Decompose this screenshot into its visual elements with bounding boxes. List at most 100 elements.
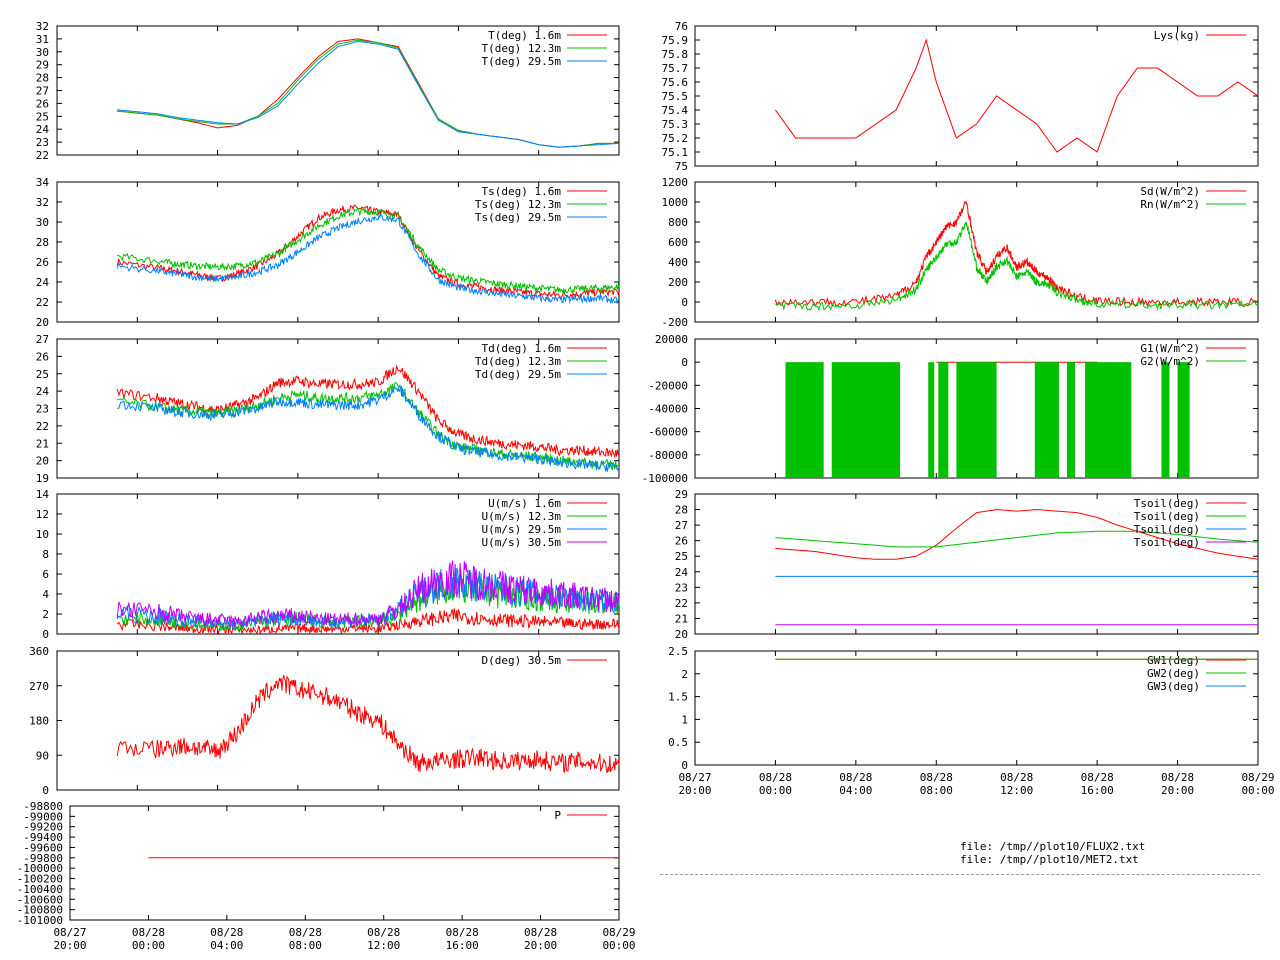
y-tick-label: 1	[681, 713, 688, 726]
y-tick-label: -40000	[648, 403, 688, 416]
y-tick-label: 75	[675, 160, 688, 173]
y-tick-label: 75.4	[662, 104, 689, 117]
legend-label: D(deg) 30.5m	[482, 654, 562, 667]
legend-label: P	[554, 809, 561, 822]
y-tick-label: -100400	[17, 883, 63, 896]
x-tick-label-time: 08:00	[920, 784, 953, 797]
legend-label: U(m/s) 30.5m	[482, 536, 562, 549]
legend-label: Tsoil(deg)	[1134, 523, 1200, 536]
x-tick-label-date: 08/28	[210, 926, 243, 939]
y-tick-label: 32	[36, 196, 49, 209]
y-tick-label: 25	[36, 368, 49, 381]
y-tick-label: 800	[668, 216, 688, 229]
bar-block	[928, 362, 935, 478]
y-tick-label: 27	[675, 519, 688, 532]
y-tick-label: 14	[36, 488, 50, 501]
series-line-red	[116, 608, 620, 636]
y-tick-label: -99400	[23, 831, 63, 844]
y-tick-label: 24	[36, 385, 50, 398]
x-tick-label-time: 04:00	[839, 784, 872, 797]
y-tick-label: -99800	[23, 852, 63, 865]
y-tick-label: 30	[36, 46, 49, 59]
y-tick-label: 12	[36, 508, 49, 521]
y-tick-label: 270	[29, 680, 49, 693]
x-tick-label-date: 08/28	[446, 926, 479, 939]
plot-frame	[56, 181, 620, 323]
plot-frame	[694, 650, 1259, 766]
y-tick-label: 0	[681, 759, 688, 772]
y-tick-label: 31	[36, 33, 49, 46]
y-tick-label: 0	[42, 784, 49, 797]
y-tick-label: -100000	[17, 862, 63, 875]
series-line-blue	[117, 383, 620, 472]
x-tick-label-time: 08:00	[289, 939, 322, 952]
y-tick-label: 24	[36, 276, 50, 289]
x-tick-label-time: 00:00	[132, 939, 165, 952]
legend-label: U(m/s) 29.5m	[482, 523, 562, 536]
plot-frame	[694, 181, 1259, 323]
y-tick-label: 25	[36, 110, 49, 123]
chart-g: -100000 -80000 -60000 -40000 -20000 0 20000 G1(…	[642, 333, 1259, 485]
plot-frame	[56, 493, 620, 635]
bar-block	[956, 362, 997, 478]
x-tick-label-date: 08/28	[289, 926, 322, 939]
y-tick-label: 75.7	[662, 62, 689, 75]
x-tick-label-date: 08/27	[678, 771, 711, 784]
y-tick-label: 180	[29, 715, 49, 728]
y-tick-label: -99000	[23, 810, 63, 823]
x-tick-label-time: 20:00	[678, 784, 711, 797]
x-tick-label-time: 00:00	[1241, 784, 1274, 797]
x-tick-label-date: 08/28	[759, 771, 792, 784]
plot-frame	[694, 493, 1259, 635]
x-tick-label-time: 00:00	[602, 939, 635, 952]
y-tick-label: 20000	[655, 333, 688, 346]
y-tick-label: 23	[675, 581, 688, 594]
legend-label: Rn(W/m^2)	[1140, 198, 1200, 211]
bar-block	[1066, 362, 1076, 478]
y-tick-label: 32	[36, 20, 49, 33]
x-tick-label-date: 08/28	[839, 771, 872, 784]
y-tick-label: 28	[36, 72, 49, 85]
x-tick-label-date: 08/27	[53, 926, 86, 939]
bar-block	[1034, 362, 1059, 478]
plot-frame	[56, 650, 620, 791]
legend-label: Ts(deg) 12.3m	[475, 198, 561, 211]
y-tick-label: -200	[662, 316, 689, 329]
x-tick-label-time: 20:00	[524, 939, 557, 952]
y-tick-label: 22	[36, 296, 49, 309]
legend-label: Lys(kg)	[1154, 29, 1200, 42]
y-tick-label: 0	[681, 356, 688, 369]
x-tick-label-time: 12:00	[367, 939, 400, 952]
y-tick-label: 26	[36, 350, 49, 363]
y-tick-label: 20	[675, 628, 688, 641]
chart-lys: 7575.175.275.375.475.575.675.775.875.976…	[662, 20, 1259, 173]
y-tick-label: 75.6	[662, 76, 689, 89]
series-line-green	[117, 382, 619, 471]
legend-label: Ts(deg) 1.6m	[482, 185, 562, 198]
y-tick-label: 26	[36, 97, 49, 110]
chart-d: 0 90 180 270 360 D(deg) 30.5m	[29, 645, 620, 797]
y-tick-label: -60000	[648, 426, 688, 439]
x-tick-label-date: 08/28	[524, 926, 557, 939]
x-tick-label-time: 20:00	[53, 939, 86, 952]
y-tick-label: 23	[36, 136, 49, 149]
y-tick-label: 25	[675, 550, 688, 563]
chart-sd: -200 0 200 400 600 800 1000 1200 Sd(W/m^2)Rn(W/m…	[662, 176, 1259, 329]
bar-block	[1177, 362, 1190, 478]
legend-label: T(deg) 29.5m	[482, 55, 562, 68]
series-line-red	[116, 364, 620, 459]
file-line-met: file: /tmp//plot10/MET2.txt	[960, 853, 1139, 866]
y-tick-label: 21	[675, 612, 688, 625]
y-tick-label: 20	[36, 316, 49, 329]
legend-label: T(deg) 12.3m	[482, 42, 562, 55]
bar-block	[785, 362, 824, 478]
y-tick-label: -100800	[17, 904, 63, 917]
series-line-magenta	[116, 560, 620, 628]
y-tick-label: 22	[36, 149, 49, 162]
x-tick-label-time: 12:00	[1000, 784, 1033, 797]
x-tick-label-time: 16:00	[446, 939, 479, 952]
y-tick-label: 29	[675, 488, 688, 501]
